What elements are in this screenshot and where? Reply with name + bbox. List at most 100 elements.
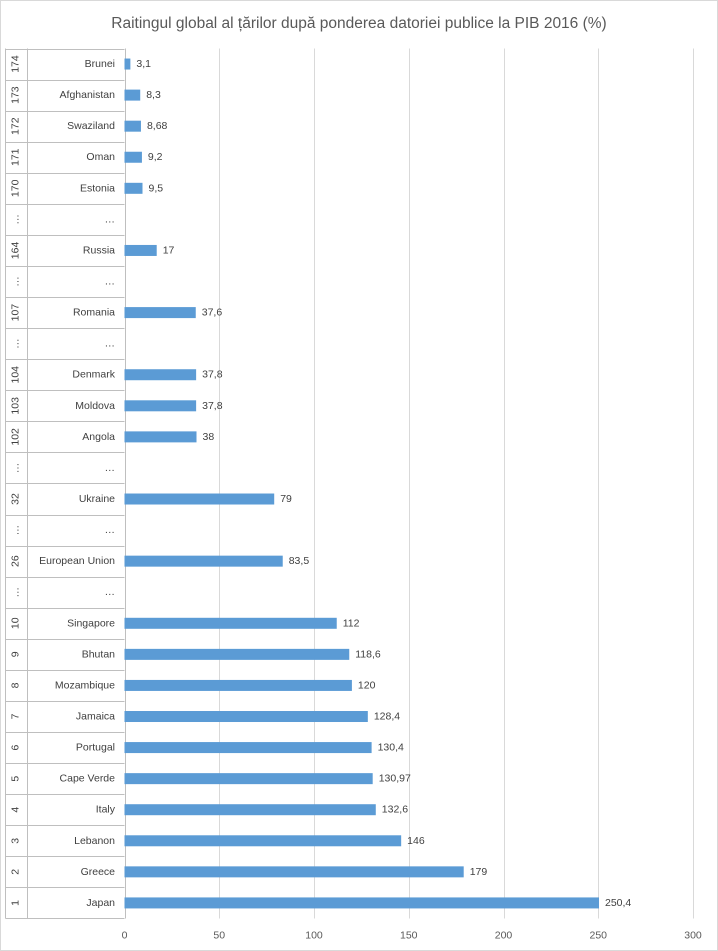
bar-mozambique — [124, 679, 352, 691]
value-label-angola: 38 — [203, 431, 215, 443]
value-label-romania: 37,6 — [202, 307, 223, 319]
rank-label-romania: 107 — [10, 304, 22, 322]
category-label-european-union: European Union — [39, 555, 115, 567]
bar-greece — [124, 866, 464, 878]
category-label-oman: Oman — [86, 151, 115, 163]
bar-lebanon — [124, 835, 402, 847]
rank-label-singapore: 10 — [10, 617, 22, 629]
category-label-ellipsis-9: … — [105, 338, 116, 350]
rank-label-ellipsis-7: … — [10, 276, 22, 287]
rank-label-cape-verde: 5 — [10, 776, 22, 782]
rank-label-ellipsis-13: … — [10, 463, 22, 474]
category-label-brunei: Brunei — [85, 58, 115, 70]
bar-afghanistan — [124, 89, 141, 101]
value-label-russia: 17 — [163, 244, 175, 256]
value-label-brunei: 3,1 — [136, 58, 151, 70]
data-labels: 3,1 8,3 8,68 9,2 9,5 17 37,6 37,8 37,8 38 79 83,5 11… — [136, 58, 631, 909]
category-label-lebanon: Lebanon — [74, 835, 115, 847]
bar-moldova — [124, 400, 197, 412]
category-label-afghanistan: Afghanistan — [60, 89, 116, 101]
value-label-mozambique: 120 — [358, 679, 376, 691]
x-tick-label-300: 300 — [684, 929, 702, 941]
bar-denmark — [124, 369, 197, 381]
category-label-swaziland: Swaziland — [67, 120, 115, 132]
value-label-afghanistan: 8,3 — [146, 89, 161, 101]
rank-label-oman: 171 — [10, 148, 22, 166]
category-label-portugal: Portugal — [76, 742, 115, 754]
bar-brunei — [124, 58, 131, 70]
category-label-ellipsis-13: … — [105, 462, 116, 474]
category-label-greece: Greece — [81, 866, 116, 878]
category-label-russia: Russia — [83, 244, 115, 256]
bar-jamaica — [124, 711, 368, 723]
x-tick-label-200: 200 — [495, 929, 513, 941]
category-label-estonia: Estonia — [80, 182, 115, 194]
category-label-mozambique: Mozambique — [55, 679, 115, 691]
rank-label-denmark: 104 — [10, 366, 22, 384]
x-tick-label-250: 250 — [589, 929, 607, 941]
rank-label-european-union: 26 — [10, 555, 22, 567]
value-label-japan: 250,4 — [605, 897, 631, 909]
rank-label-russia: 164 — [10, 242, 22, 260]
rank-label-ellipsis-5: … — [10, 214, 22, 225]
rank-label-mozambique: 8 — [10, 682, 22, 688]
x-axis-tick-labels: 0 50 100 150 200 250 300 — [122, 929, 702, 941]
value-label-european-union: 83,5 — [289, 555, 310, 567]
rank-label-ellipsis-15: … — [10, 525, 22, 536]
value-label-lebanon: 146 — [407, 835, 425, 847]
bar-estonia — [124, 182, 143, 194]
value-label-denmark: 37,8 — [202, 369, 223, 381]
rank-label-angola: 102 — [10, 428, 22, 446]
x-tick-label-100: 100 — [305, 929, 323, 941]
rank-label-ellipsis-17: … — [10, 587, 22, 598]
x-tick-label-0: 0 — [122, 929, 128, 941]
category-label-japan: Japan — [86, 897, 115, 909]
value-label-jamaica: 128,4 — [374, 711, 400, 723]
x-tick-label-150: 150 — [400, 929, 418, 941]
category-label-ellipsis-17: … — [105, 586, 116, 598]
value-label-estonia: 9,5 — [149, 182, 164, 194]
rank-label-ellipsis-9: … — [10, 338, 22, 349]
category-label-jamaica: Jamaica — [76, 711, 115, 723]
value-label-swaziland: 8,68 — [147, 120, 168, 132]
x-tick-label-50: 50 — [213, 929, 225, 941]
bar-singapore — [124, 617, 337, 629]
value-label-ukraine: 79 — [280, 493, 292, 505]
value-label-portugal: 130,4 — [378, 742, 404, 754]
rank-label-portugal: 6 — [10, 744, 22, 750]
rank-label-ukraine: 32 — [10, 493, 22, 505]
bar-bhutan — [124, 648, 350, 660]
category-label-ellipsis-5: … — [105, 213, 116, 225]
rank-label-bhutan: 9 — [10, 651, 22, 657]
bar-european-union — [124, 555, 283, 567]
rank-label-brunei: 174 — [10, 55, 22, 73]
rank-label-estonia: 170 — [10, 179, 22, 197]
bar-swaziland — [124, 120, 141, 132]
value-label-italy: 132,6 — [382, 804, 408, 816]
bar-japan — [124, 897, 600, 909]
rank-label-moldova: 103 — [10, 397, 22, 415]
bar-ukraine — [124, 493, 275, 505]
bar-romania — [124, 307, 196, 319]
bar-russia — [124, 244, 157, 256]
category-label-italy: Italy — [96, 804, 116, 816]
category-label-moldova: Moldova — [75, 400, 115, 412]
category-label-angola: Angola — [82, 431, 115, 443]
bar-italy — [124, 804, 376, 816]
bar-oman — [124, 151, 142, 163]
rank-label-lebanon: 3 — [10, 838, 22, 844]
category-label-ellipsis-15: … — [105, 524, 116, 536]
bar-portugal — [124, 742, 372, 754]
category-label-cape-verde: Cape Verde — [60, 773, 116, 785]
bar-cape-verde — [124, 773, 373, 785]
value-label-singapore: 112 — [343, 617, 360, 629]
rank-label-greece: 2 — [10, 869, 22, 875]
rank-label-italy: 4 — [10, 807, 22, 813]
category-label-bhutan: Bhutan — [82, 648, 115, 660]
category-label-denmark: Denmark — [72, 369, 115, 381]
category-label-ukraine: Ukraine — [79, 493, 115, 505]
value-label-oman: 9,2 — [148, 151, 163, 163]
bar-angola — [124, 431, 197, 443]
chart-title: Raitingul global al țărilor după pondere… — [111, 15, 606, 32]
